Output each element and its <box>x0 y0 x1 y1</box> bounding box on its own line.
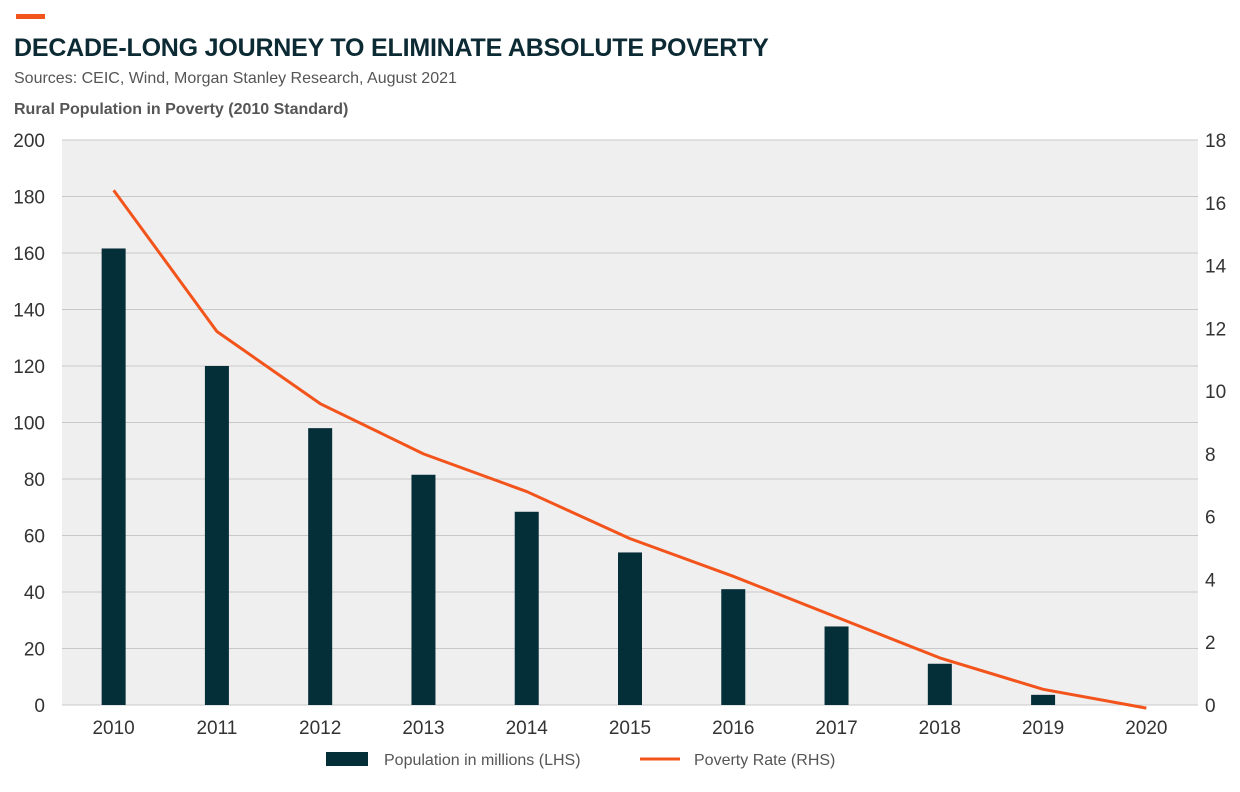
y-right-tick-label: 4 <box>1205 570 1216 591</box>
right-axis: 0 2 4 6 8 10 12 14 16 18 <box>1205 131 1227 717</box>
legend-label-poverty-rate: Poverty Rate (RHS) <box>694 752 835 769</box>
x-tick-label: 2013 <box>402 718 444 739</box>
y-right-tick-label: 16 <box>1205 194 1226 215</box>
y-right-tick-label: 12 <box>1205 319 1226 340</box>
y-left-tick-label: 100 <box>13 414 45 435</box>
y-left-tick-label: 0 <box>34 696 45 717</box>
x-tick-label: 2015 <box>609 718 651 739</box>
bar-2011 <box>204 366 229 705</box>
y-right-tick-label: 10 <box>1205 382 1226 403</box>
bar-2014 <box>514 511 539 705</box>
x-tick-label: 2011 <box>196 718 237 739</box>
page-title: DECADE-LONG JOURNEY TO ELIMINATE ABSOLUT… <box>14 34 769 62</box>
y-left-tick-label: 200 <box>13 131 45 152</box>
poverty-rate-line <box>112 189 1147 710</box>
accent-bar <box>16 14 45 19</box>
x-tick-label: 2016 <box>712 718 754 739</box>
chart-title: Rural Population in Poverty (2010 Standa… <box>14 101 349 118</box>
bar-2013 <box>411 474 436 705</box>
y-right-tick-label: 0 <box>1205 696 1216 717</box>
bar-2018 <box>927 663 952 705</box>
x-tick-label: 2019 <box>1022 718 1064 739</box>
y-right-tick-label: 18 <box>1205 131 1226 152</box>
x-tick-label: 2012 <box>299 718 341 739</box>
y-right-tick-label: 8 <box>1205 445 1216 466</box>
y-left-tick-label: 140 <box>13 301 45 322</box>
x-tick-label: 2017 <box>815 718 857 739</box>
y-left-tick-label: 20 <box>24 640 45 661</box>
x-axis: 2010 2011 2012 2013 2014 2015 2016 2017 2018 2019… <box>92 718 1167 739</box>
y-right-tick-label: 6 <box>1205 508 1216 529</box>
y-left-tick-label: 160 <box>13 244 45 265</box>
bar-series <box>101 248 1056 706</box>
y-right-tick-label: 2 <box>1205 633 1216 654</box>
legend-swatch-population <box>326 752 368 766</box>
x-tick-label: 2014 <box>506 718 549 739</box>
y-left-tick-label: 120 <box>13 357 45 378</box>
y-left-tick-label: 60 <box>24 527 45 548</box>
y-left-tick-label: 40 <box>24 583 45 604</box>
bar-2015 <box>618 552 642 705</box>
legend: Population in millions (LHS) Poverty Rat… <box>326 752 835 769</box>
x-tick-label: 2018 <box>919 718 961 739</box>
bar-2010 <box>101 248 126 706</box>
y-left-tick-label: 180 <box>13 188 45 209</box>
y-left-tick-label: 80 <box>24 470 45 491</box>
chart-source: Sources: CEIC, Wind, Morgan Stanley Rese… <box>14 70 457 87</box>
bar-2019 <box>1031 694 1056 705</box>
y-right-tick-label: 14 <box>1205 257 1227 278</box>
left-axis: 0 20 40 60 80 100 120 140 160 180 200 <box>13 131 45 717</box>
x-tick-label: 2020 <box>1125 718 1167 739</box>
legend-label-population: Population in millions (LHS) <box>384 752 581 769</box>
bar-2017 <box>824 626 849 705</box>
bar-2012 <box>308 428 333 705</box>
x-tick-label: 2010 <box>92 718 134 739</box>
bar-2016 <box>721 589 746 705</box>
